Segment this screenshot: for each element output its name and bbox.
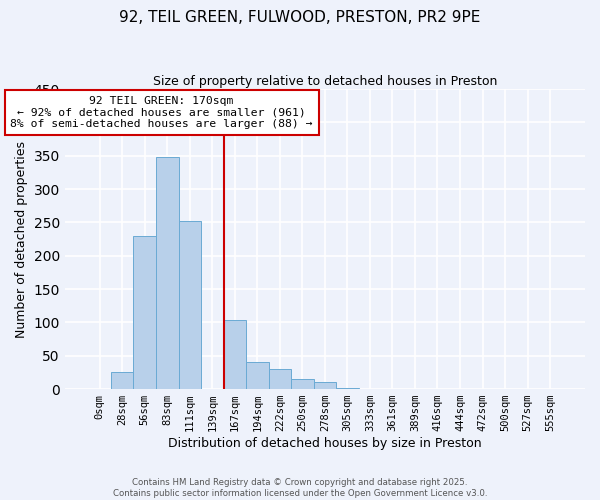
Bar xyxy=(336,388,359,389)
Bar xyxy=(111,372,133,389)
Bar xyxy=(179,221,201,389)
Bar xyxy=(314,382,336,389)
Text: Contains HM Land Registry data © Crown copyright and database right 2025.
Contai: Contains HM Land Registry data © Crown c… xyxy=(113,478,487,498)
Y-axis label: Number of detached properties: Number of detached properties xyxy=(15,140,28,338)
Bar xyxy=(156,157,179,389)
Bar xyxy=(246,362,269,389)
Title: Size of property relative to detached houses in Preston: Size of property relative to detached ho… xyxy=(153,75,497,88)
Bar xyxy=(224,320,246,389)
Text: 92 TEIL GREEN: 170sqm
← 92% of detached houses are smaller (961)
8% of semi-deta: 92 TEIL GREEN: 170sqm ← 92% of detached … xyxy=(10,96,313,129)
Text: 92, TEIL GREEN, FULWOOD, PRESTON, PR2 9PE: 92, TEIL GREEN, FULWOOD, PRESTON, PR2 9P… xyxy=(119,10,481,25)
Bar xyxy=(133,236,156,389)
X-axis label: Distribution of detached houses by size in Preston: Distribution of detached houses by size … xyxy=(168,437,482,450)
Bar xyxy=(291,379,314,389)
Bar xyxy=(269,369,291,389)
